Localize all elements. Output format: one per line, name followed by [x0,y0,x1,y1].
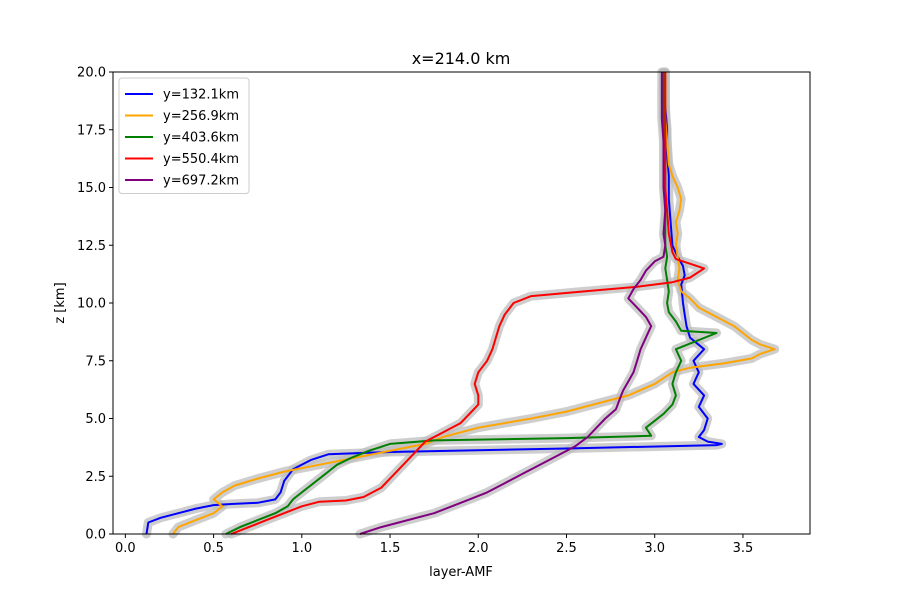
y-tick-label: 17.5 [77,123,106,138]
y-tick-label: 15.0 [77,181,106,196]
x-axis-label: layer-AMF [429,565,493,580]
x-tick-label: 1.5 [380,541,401,556]
y-tick-label: 10.0 [77,297,106,312]
y-tick-label: 7.5 [85,354,106,369]
series-lines [145,72,776,535]
y-tick-label: 20.0 [77,66,106,81]
series-line-1 [145,72,723,535]
x-tick-label: 2.5 [556,541,577,556]
legend-label: y=403.6km [163,131,239,146]
x-axis: 0.0 0.5 1.0 1.5 2.0 2.5 3.0 3.5 [115,534,753,556]
legend-frame [118,77,250,194]
chart-title: x=214.0 km [412,49,511,68]
y-tick-label: 12.5 [77,239,106,254]
legend-label: y=550.4km [163,152,239,167]
y-axis: 0.0 2.5 5.0 7.5 10.0 12.5 15.0 17.5 20.0 [77,66,113,543]
x-tick-label: 3.5 [733,541,754,556]
legend: y=132.1km y=256.9km y=403.6km y=550.4km y=69… [118,77,250,194]
legend-label: y=132.1km [163,88,239,103]
x-tick-label: 0.0 [115,541,136,556]
series-line-4 [230,72,706,535]
series-line-5 [359,72,667,535]
legend-label: y=697.2km [163,174,239,189]
x-tick-label: 3.0 [644,541,665,556]
y-axis-label: z [km] [53,282,68,323]
series-line-2 [172,72,776,535]
y-tick-label: 5.0 [85,412,106,427]
series-line-3 [225,72,718,535]
y-tick-label: 0.0 [85,528,106,543]
x-tick-label: 0.5 [203,541,224,556]
legend-label: y=256.9km [163,109,239,124]
x-tick-label: 1.0 [291,541,312,556]
x-tick-label: 2.0 [468,541,489,556]
y-tick-label: 2.5 [85,470,106,485]
